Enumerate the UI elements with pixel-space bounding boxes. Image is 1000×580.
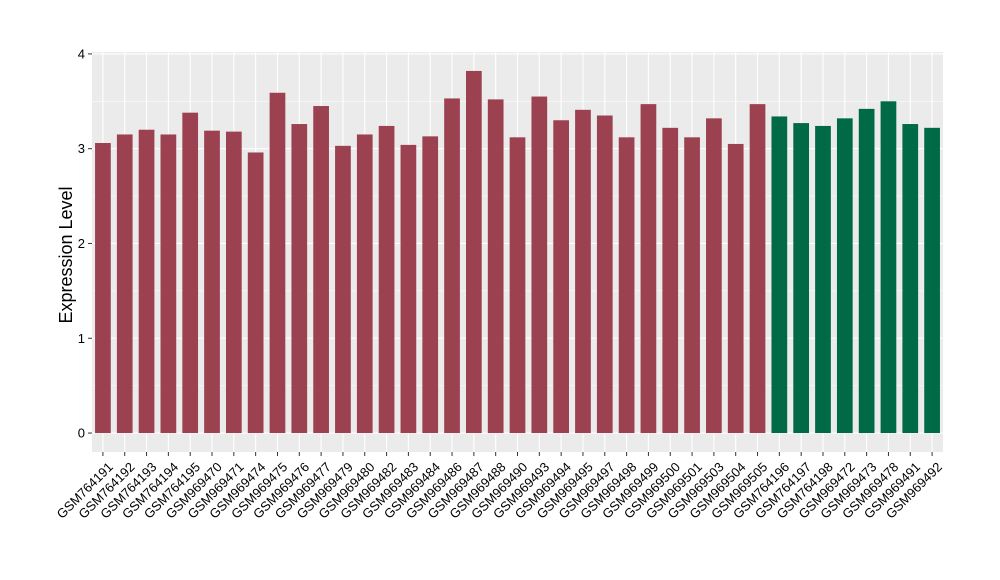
bar-GSM969486	[444, 98, 460, 434]
bar-GSM969472	[836, 118, 853, 434]
y-tick-label: 4	[78, 46, 85, 61]
bar-GSM969484	[422, 136, 439, 434]
bar-GSM969499	[640, 104, 657, 434]
y-tick-label: 0	[78, 426, 85, 441]
bar-GSM969471	[225, 131, 242, 434]
bar-GSM969479	[335, 145, 351, 434]
bar-GSM764196	[771, 116, 788, 434]
y-axis-title: Expression Level	[56, 186, 76, 323]
bar-GSM969492	[924, 127, 940, 434]
bar-GSM969503	[706, 118, 722, 434]
bar-GSM764198	[815, 125, 831, 434]
bar-GSM764194	[160, 134, 177, 434]
y-axis: 0 1 2 3 4	[78, 46, 92, 441]
bar-GSM969480	[356, 134, 373, 434]
bar-GSM969478	[880, 101, 897, 434]
bar-GSM969494	[553, 120, 569, 434]
bar-GSM969505	[749, 104, 766, 434]
y-tick-label: 3	[78, 141, 85, 156]
bar-GSM969488	[487, 99, 504, 434]
bar-GSM969473	[858, 108, 875, 434]
bar-GSM764193	[138, 129, 155, 434]
bar-GSM969470	[204, 130, 220, 434]
bar-GSM969487	[466, 70, 482, 434]
bar-GSM969495	[575, 109, 591, 434]
bar-GSM969493	[531, 96, 548, 434]
y-tick-label: 1	[78, 331, 85, 346]
bar-GSM969497	[596, 115, 613, 434]
bar-GSM764192	[116, 134, 133, 434]
bar-GSM969483	[400, 144, 417, 434]
bar-GSM969482	[378, 125, 395, 434]
bar-GSM969474	[247, 152, 264, 434]
bar-GSM764195	[182, 112, 199, 434]
bar-GSM969476	[291, 124, 308, 434]
bar-GSM969504	[727, 143, 744, 434]
bar-GSM969490	[509, 137, 526, 434]
bar-GSM764191	[95, 142, 111, 434]
bar-GSM969477	[313, 106, 329, 434]
bar-GSM969475	[269, 92, 286, 434]
x-axis: GSM764191GSM764192GSM764193GSM764194GSM7…	[54, 452, 945, 522]
bar-GSM764197	[793, 123, 810, 434]
bar-GSM969501	[684, 137, 700, 434]
bar-GSM969500	[662, 127, 679, 434]
bars	[95, 70, 940, 434]
bar-GSM969498	[618, 137, 635, 434]
bar-GSM969491	[902, 124, 919, 434]
y-tick-label: 2	[78, 236, 85, 251]
